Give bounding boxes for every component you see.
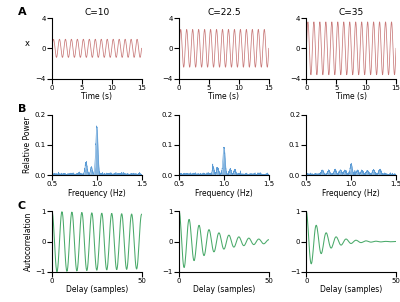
X-axis label: Time (s): Time (s) <box>208 92 240 101</box>
Y-axis label: Autocorrelation: Autocorrelation <box>24 212 32 271</box>
Title: C=35: C=35 <box>338 8 364 17</box>
X-axis label: Frequency (Hz): Frequency (Hz) <box>322 189 380 198</box>
X-axis label: Delay (samples): Delay (samples) <box>193 285 255 294</box>
Y-axis label: Relative Power: Relative Power <box>23 117 32 173</box>
X-axis label: Frequency (Hz): Frequency (Hz) <box>195 189 253 198</box>
Y-axis label: x: x <box>25 39 30 48</box>
Title: C=10: C=10 <box>84 8 110 17</box>
X-axis label: Frequency (Hz): Frequency (Hz) <box>68 189 126 198</box>
X-axis label: Time (s): Time (s) <box>81 92 112 101</box>
X-axis label: Time (s): Time (s) <box>336 92 367 101</box>
X-axis label: Delay (samples): Delay (samples) <box>320 285 382 294</box>
Title: C=22.5: C=22.5 <box>207 8 241 17</box>
Text: C: C <box>18 201 26 210</box>
X-axis label: Delay (samples): Delay (samples) <box>66 285 128 294</box>
Text: B: B <box>18 104 26 114</box>
Text: A: A <box>18 7 26 17</box>
